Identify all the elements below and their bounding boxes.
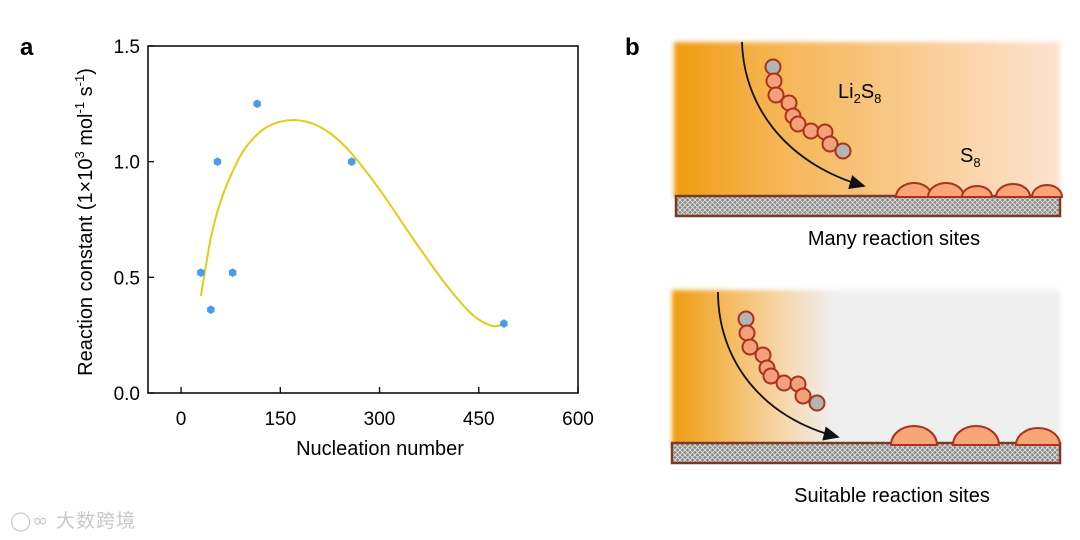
scenario-suitable-sites: Suitable reaction sites [670,290,1062,507]
data-point [228,268,237,278]
substrate-top [674,194,1062,218]
sulfur-bead [794,387,812,405]
chain-end-bead [834,142,852,160]
data-points-group [197,99,508,328]
trend-line [199,119,505,328]
sulfur-bead [762,367,780,385]
trend-line-group [199,119,505,328]
s8-deposit [994,183,1032,198]
diffusion-arrow-top [741,41,866,189]
y-axis-ticks: 0.0 0.5 1.0 1.5 [114,37,154,405]
watermark-text: 大数跨境 [56,510,137,532]
chain-end-bead [808,394,826,412]
chain-end-bead [737,310,755,328]
s8-deposits-bottom [889,425,1062,446]
caption-many-sites: Many reaction sites [808,228,980,250]
y-tick-label: 1.5 [114,37,140,58]
x-tick-label: 150 [264,409,296,430]
data-point [213,157,222,166]
y-tick-label: 0.5 [114,268,140,289]
watermark-logo-icon: ◯∞ [10,510,50,532]
s8-label: S8 [960,145,981,170]
s8-deposits-top [894,182,1064,198]
s8-deposit [1030,184,1064,198]
s8-deposit [889,425,939,446]
data-point [207,305,215,315]
plot-frame [147,45,579,394]
panel-b-letter: b [625,34,640,61]
caption-suitable-sites: Suitable reaction sites [794,485,990,507]
data-point [253,99,261,109]
diffusion-arrow-bottom [717,291,840,441]
sulfur-bead [821,135,839,153]
sulfur-bead [802,122,820,140]
x-axis-title: Nucleation number [296,438,464,460]
x-tick-label: 600 [562,409,594,430]
scatter-chart: 0 150 300 450 600 0.0 0.5 1.0 1.5 Nucleation nu… [72,37,594,460]
li2s8-label: Li2S8 [838,81,881,106]
electrolyte-gradient-bottom [672,290,1060,446]
chain-end-bead [764,58,782,76]
sulfur-bead [738,324,756,342]
scenario-many-sites: Li2S8 S8 Many reaction sites [674,41,1064,250]
x-tick-label: 450 [463,409,495,430]
data-point [500,319,508,328]
li2s8-chain-top [764,58,852,160]
y-tick-label: 0.0 [114,384,140,405]
s8-deposit [951,425,1001,446]
watermark: ◯∞ 大数跨境 [10,506,136,533]
s8-deposit [1014,427,1062,446]
y-axis-title: Reaction constant (1×103 mol-1 s-1) [72,68,97,376]
electrolyte-gradient-top [674,42,1060,198]
sulfur-bead [789,115,807,133]
y-tick-label: 1.0 [114,153,140,174]
x-tick-label: 300 [364,409,396,430]
sulfur-bead [767,86,785,104]
sulfur-bead [741,338,759,356]
panel-a-letter: a [20,34,34,61]
data-point [197,268,205,278]
data-point [348,157,356,166]
substrate-bottom [670,441,1062,465]
li2s8-chain-bottom [737,310,826,412]
x-tick-label: 0 [176,409,187,430]
sulfur-bead [765,72,783,90]
sulfur-bead [775,374,793,392]
x-axis-ticks: 0 150 300 450 600 [176,387,594,430]
s8-deposit [960,185,994,198]
